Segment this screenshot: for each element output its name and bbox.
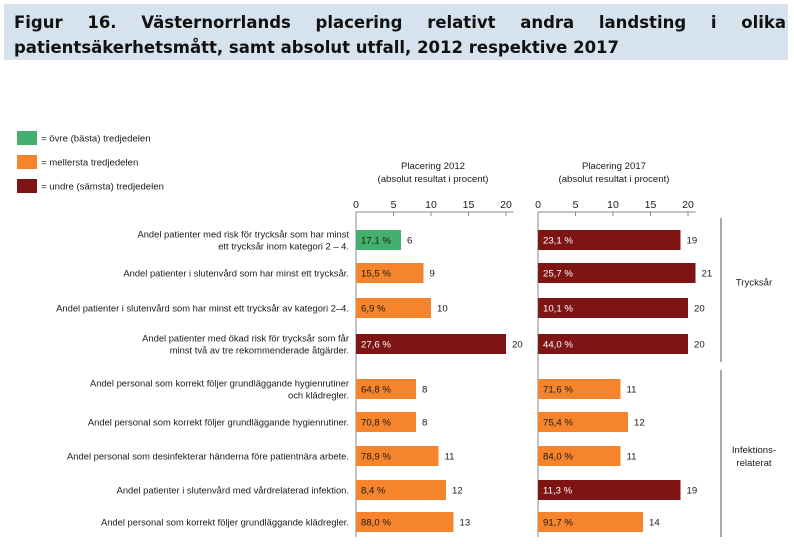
- bar-value-label: 11,3 %: [543, 486, 573, 497]
- bar-y2012: [356, 512, 454, 532]
- legend-label: = mellersta tredjedelen: [41, 158, 138, 169]
- rank-label: 11: [445, 452, 455, 463]
- bar-y2017: [538, 512, 643, 532]
- title-band: Figur 16. Västernorrlands placering rela…: [4, 4, 788, 60]
- bar-value-label: 44,0 %: [543, 340, 573, 351]
- row-label: Andel personal som korrekt följer grundl…: [88, 417, 349, 428]
- legend-swatch-red: [17, 179, 37, 193]
- bar-y2017: [538, 334, 688, 354]
- bar-y2012: [356, 298, 431, 318]
- row-label: Andel patienter i slutenvård med vårdrel…: [117, 485, 349, 496]
- rank-label: 11: [627, 385, 637, 396]
- rank-label: 8: [422, 418, 427, 429]
- x-tick-label: 15: [645, 199, 657, 211]
- bar-y2012: [356, 263, 424, 283]
- rank-label: 19: [687, 486, 698, 497]
- row-label: Andel patienter i slutenvård som har min…: [56, 303, 349, 314]
- rank-label: 19: [687, 236, 698, 247]
- bar-value-label: 10,1 %: [543, 304, 573, 315]
- group-label: Trycksår: [736, 278, 773, 289]
- row-label: och klädregler.: [288, 390, 349, 401]
- rank-label: 6: [407, 236, 412, 247]
- bar-value-label: 71,6 %: [543, 385, 573, 396]
- bar-y2017: [538, 480, 681, 500]
- bar-value-label: 88,0 %: [361, 518, 391, 529]
- bar-y2012: [356, 412, 416, 432]
- rank-label: 20: [512, 340, 523, 351]
- rank-label: 20: [694, 340, 705, 351]
- rank-label: 11: [627, 452, 637, 463]
- bar-value-label: 8,4 %: [361, 486, 386, 497]
- group-label: relaterat: [736, 458, 772, 469]
- figure-title: Figur 16. Västernorrlands placering rela…: [14, 13, 786, 57]
- rank-label: 20: [694, 304, 705, 315]
- row-label: Andel personal som korrekt följer grundl…: [101, 517, 349, 528]
- x-tick-label: 5: [391, 199, 397, 211]
- rank-label: 10: [437, 304, 448, 315]
- panel-header-2: Placering 2017: [582, 161, 646, 172]
- x-tick-label: 20: [500, 199, 512, 211]
- rank-label: 13: [460, 518, 471, 529]
- x-tick-label: 15: [463, 199, 475, 211]
- bar-value-label: 91,7 %: [543, 518, 573, 529]
- x-tick-label: 0: [353, 199, 359, 211]
- row-label: minst två av tre rekommenderade åtgärder…: [170, 345, 349, 356]
- rank-label: 8: [422, 385, 427, 396]
- row-label: Andel patienter med ökad risk för trycks…: [142, 333, 349, 344]
- x-tick-label: 10: [607, 199, 619, 211]
- x-tick-label: 0: [535, 199, 541, 211]
- rank-label: 12: [452, 486, 463, 497]
- bar-value-label: 64,8 %: [361, 385, 391, 396]
- legend-label: = undre (sämsta) tredjedelen: [41, 182, 164, 193]
- rank-label: 9: [430, 269, 435, 280]
- bar-y2012: [356, 480, 446, 500]
- group-label: Infektions-: [732, 445, 776, 456]
- bar-y2017: [538, 230, 681, 250]
- row-label: ett trycksår inom kategori 2 – 4.: [218, 241, 349, 252]
- bar-value-label: 84,0 %: [543, 452, 573, 463]
- bar-value-label: 27,6 %: [361, 340, 391, 351]
- x-tick-label: 10: [425, 199, 437, 211]
- bar-y2017: [538, 446, 621, 466]
- panel-header-1: (absolut resultat i procent): [378, 174, 489, 185]
- bar-value-label: 15,5 %: [361, 269, 391, 280]
- bar-y2012: [356, 379, 416, 399]
- rank-label: 12: [634, 418, 645, 429]
- bar-value-label: 25,7 %: [543, 269, 573, 280]
- bar-value-label: 6,9 %: [361, 304, 386, 315]
- row-label: Andel patienter med risk för trycksår so…: [137, 229, 349, 240]
- bar-value-label: 75,4 %: [543, 418, 573, 429]
- legend-label: = övre (bästa) tredjedelen: [41, 134, 151, 145]
- panel-header-2: (absolut resultat i procent): [559, 174, 670, 185]
- bar-value-label: 23,1 %: [543, 236, 573, 247]
- row-label: Andel personal som desinfekterar händern…: [67, 451, 349, 462]
- legend-swatch-green: [17, 131, 37, 145]
- rank-label: 21: [702, 269, 713, 280]
- bar-y2012: [356, 230, 401, 250]
- bar-value-label: 78,9 %: [361, 452, 391, 463]
- x-tick-label: 20: [682, 199, 694, 211]
- bar-y2017: [538, 412, 628, 432]
- bar-y2012: [356, 334, 506, 354]
- panel-header-1: Placering 2012: [401, 161, 465, 172]
- bar-value-label: 70,8 %: [361, 418, 391, 429]
- bar-y2017: [538, 263, 696, 283]
- row-label: Andel personal som korrekt följer grundl…: [90, 378, 349, 389]
- bar-y2012: [356, 446, 439, 466]
- legend-swatch-orange: [17, 155, 37, 169]
- rank-label: 14: [649, 518, 660, 529]
- bar-y2017: [538, 298, 688, 318]
- x-tick-label: 5: [573, 199, 579, 211]
- bar-y2017: [538, 379, 621, 399]
- bar-value-label: 17,1 %: [361, 236, 391, 247]
- row-label: Andel patienter i slutenvård som har min…: [123, 268, 349, 279]
